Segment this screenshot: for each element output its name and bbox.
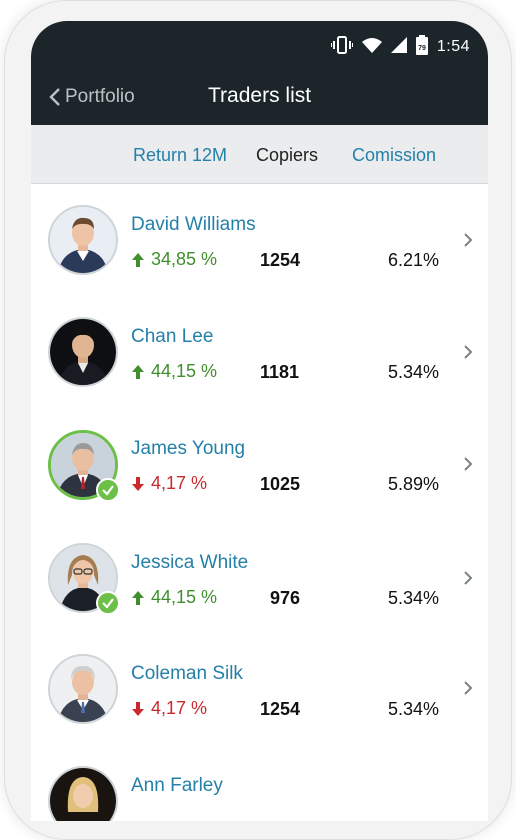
verified-icon	[96, 591, 120, 615]
return-percent: 34,85 %	[151, 249, 218, 269]
commission-value: 5.34%	[388, 588, 440, 608]
arrow-up-icon	[132, 364, 144, 379]
arrow-up-icon	[132, 252, 144, 267]
trader-row[interactable]: Ann Farley	[31, 744, 488, 821]
chevron-right-icon	[464, 457, 473, 471]
return-percent: 44,15 %	[151, 587, 218, 607]
wifi-icon	[361, 37, 382, 58]
avatar	[48, 766, 118, 821]
arrow-down-icon	[132, 476, 144, 491]
trader-name: James Young	[131, 438, 246, 459]
trader-name: Chan Lee	[131, 326, 214, 347]
app-screen: 79 1:54 Portfolio Traders list Return 12…	[31, 21, 488, 821]
arrow-up-icon	[132, 590, 144, 605]
arrow-down-icon	[132, 701, 144, 716]
page-title: Traders list	[208, 84, 312, 107]
back-button[interactable]: Portfolio	[49, 83, 135, 111]
return-value: 4,17 %	[131, 473, 207, 494]
back-label: Portfolio	[65, 86, 135, 107]
return-value: 44,15 %	[131, 587, 217, 608]
sort-copiers-tab[interactable]: Copiers	[256, 145, 319, 165]
chevron-right-icon	[464, 233, 473, 247]
return-percent: 4,17 %	[151, 473, 208, 493]
copiers-count: 976	[270, 588, 301, 608]
trader-name: Ann Farley	[131, 775, 223, 796]
status-bar: 79 1:54	[329, 34, 470, 60]
chevron-right-icon	[464, 571, 473, 585]
navigation-bar: Portfolio Traders list	[31, 79, 488, 115]
trader-row[interactable]: James Young 4,17 % 1025 5.89%	[31, 408, 488, 521]
copiers-count: 1181	[260, 362, 300, 382]
copiers-count: 1254	[260, 250, 301, 270]
return-percent: 44,15 %	[151, 361, 218, 381]
trader-row[interactable]: Chan Lee 44,15 % 1181 5.34%	[31, 296, 488, 409]
vibrate-icon	[329, 35, 354, 59]
status-time: 1:54	[436, 38, 470, 55]
return-value: 34,85 %	[131, 249, 217, 270]
avatar	[48, 205, 118, 275]
app-bar: 79 1:54 Portfolio Traders list	[31, 21, 488, 125]
avatar	[48, 430, 120, 502]
sort-commission-tab[interactable]: Comission	[352, 145, 437, 165]
return-percent: 4,17 %	[151, 698, 208, 718]
battery-level: 79	[418, 45, 426, 52]
column-header: Return 12M Copiers Comission	[31, 125, 488, 184]
avatar	[48, 654, 118, 724]
commission-value: 5.34%	[388, 699, 440, 719]
battery-icon: 79	[415, 34, 428, 60]
chevron-left-icon	[49, 88, 60, 106]
sort-return-tab[interactable]: Return 12M	[133, 145, 228, 165]
chevron-right-icon	[464, 345, 473, 359]
copiers-count: 1025	[260, 474, 301, 494]
trader-row[interactable]: Coleman Silk 4,17 % 1254 5.34%	[31, 634, 488, 745]
trader-row[interactable]: Jessica White 44,15 % 976 5.34%	[31, 520, 488, 635]
trader-name: Jessica White	[131, 552, 249, 573]
signal-icon	[390, 36, 407, 58]
return-value: 4,17 %	[131, 698, 207, 719]
commission-value: 5.34%	[388, 362, 440, 382]
commission-value: 6.21%	[388, 250, 440, 270]
chevron-right-icon	[464, 681, 473, 695]
copiers-count: 1254	[260, 699, 301, 719]
trader-name: Coleman Silk	[131, 663, 243, 684]
verified-icon	[96, 478, 120, 502]
commission-value: 5.89%	[388, 474, 440, 494]
return-value: 44,15 %	[131, 361, 217, 382]
trader-row[interactable]: David Williams 34,85 % 1254 6.21%	[31, 184, 488, 297]
avatar	[48, 317, 118, 387]
avatar	[48, 543, 120, 615]
trader-name: David Williams	[131, 214, 256, 235]
